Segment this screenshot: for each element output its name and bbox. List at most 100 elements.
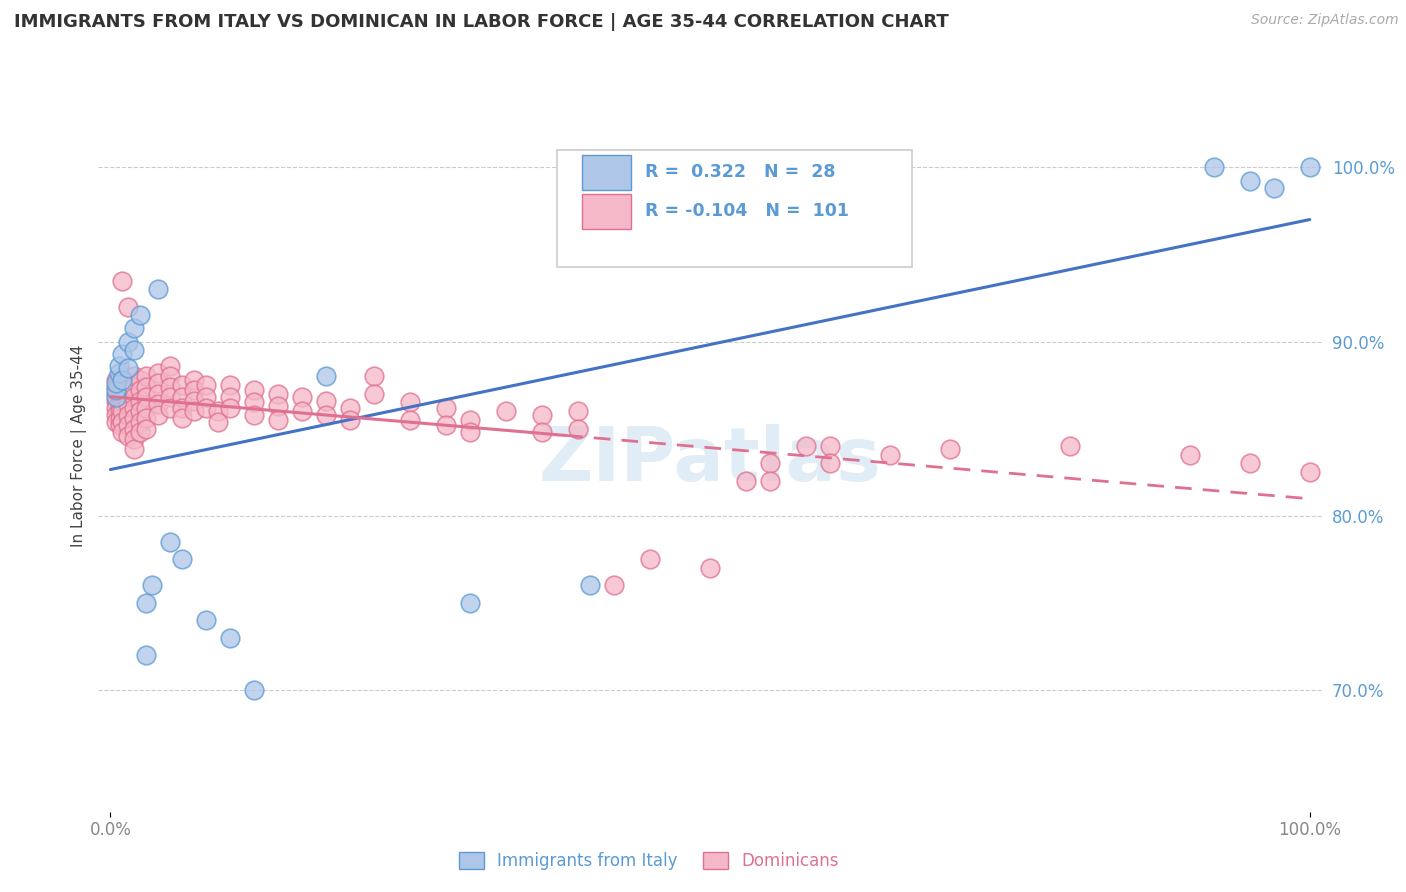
- Point: [207, 404, 229, 418]
- Point: [195, 378, 218, 392]
- Point: [129, 373, 152, 387]
- Point: [879, 448, 901, 462]
- Point: [363, 386, 385, 401]
- Legend: Immigrants from Italy, Dominicans: Immigrants from Italy, Dominicans: [453, 845, 845, 877]
- Point: [794, 439, 817, 453]
- Point: [124, 411, 146, 425]
- Point: [111, 274, 134, 288]
- Point: [117, 408, 139, 422]
- Point: [1178, 448, 1201, 462]
- FancyBboxPatch shape: [582, 155, 630, 190]
- Point: [759, 474, 782, 488]
- Point: [117, 418, 139, 433]
- Point: [108, 384, 131, 398]
- Point: [105, 373, 128, 387]
- Point: [243, 408, 266, 422]
- Point: [111, 384, 134, 398]
- Text: ZIPatlas: ZIPatlas: [538, 424, 882, 497]
- Point: [129, 404, 152, 418]
- Point: [124, 369, 146, 384]
- Point: [1298, 465, 1320, 479]
- Point: [111, 404, 134, 418]
- Point: [124, 442, 146, 457]
- Point: [172, 401, 194, 415]
- Point: [219, 631, 242, 645]
- Point: [117, 334, 139, 349]
- Point: [135, 369, 157, 384]
- Point: [1239, 457, 1261, 471]
- Point: [135, 411, 157, 425]
- Point: [172, 552, 194, 566]
- Point: [124, 401, 146, 415]
- Point: [638, 552, 661, 566]
- Point: [105, 386, 128, 401]
- Point: [315, 408, 337, 422]
- Point: [108, 411, 131, 425]
- Point: [1239, 174, 1261, 188]
- Point: [105, 408, 128, 422]
- Point: [172, 390, 194, 404]
- Point: [135, 380, 157, 394]
- Point: [399, 413, 422, 427]
- Point: [759, 457, 782, 471]
- Point: [339, 401, 361, 415]
- Y-axis label: In Labor Force | Age 35-44: In Labor Force | Age 35-44: [72, 345, 87, 547]
- Point: [458, 425, 481, 439]
- Point: [183, 393, 205, 408]
- Point: [111, 415, 134, 429]
- Point: [148, 397, 170, 411]
- Point: [434, 418, 457, 433]
- Point: [135, 421, 157, 435]
- Point: [159, 534, 181, 549]
- Point: [243, 395, 266, 409]
- Text: R = -0.104   N =  101: R = -0.104 N = 101: [645, 202, 849, 220]
- Point: [735, 474, 758, 488]
- Point: [141, 578, 163, 592]
- Point: [267, 413, 290, 427]
- Point: [183, 384, 205, 398]
- Point: [531, 408, 554, 422]
- Point: [195, 401, 218, 415]
- Point: [315, 369, 337, 384]
- Point: [219, 401, 242, 415]
- Point: [129, 309, 152, 323]
- Point: [148, 282, 170, 296]
- Point: [243, 682, 266, 697]
- Point: [172, 378, 194, 392]
- Point: [1059, 439, 1081, 453]
- Point: [148, 386, 170, 401]
- Point: [117, 360, 139, 375]
- Point: [531, 425, 554, 439]
- Point: [108, 418, 131, 433]
- Point: [105, 401, 128, 415]
- Point: [267, 386, 290, 401]
- Point: [111, 373, 134, 387]
- Point: [111, 425, 134, 439]
- Point: [117, 376, 139, 391]
- Point: [117, 386, 139, 401]
- Point: [124, 421, 146, 435]
- Point: [267, 399, 290, 413]
- Point: [135, 401, 157, 415]
- Point: [148, 376, 170, 391]
- Point: [363, 369, 385, 384]
- Point: [108, 359, 129, 373]
- Point: [105, 393, 128, 408]
- Point: [105, 384, 128, 398]
- Point: [129, 384, 152, 398]
- Point: [434, 401, 457, 415]
- Point: [124, 320, 146, 334]
- Point: [129, 393, 152, 408]
- Point: [291, 404, 314, 418]
- Point: [148, 366, 170, 380]
- Point: [567, 421, 589, 435]
- Point: [124, 432, 146, 446]
- Point: [567, 404, 589, 418]
- Point: [105, 415, 128, 429]
- Point: [939, 442, 962, 457]
- Text: IMMIGRANTS FROM ITALY VS DOMINICAN IN LABOR FORCE | AGE 35-44 CORRELATION CHART: IMMIGRANTS FROM ITALY VS DOMINICAN IN LA…: [14, 13, 949, 31]
- Point: [159, 390, 181, 404]
- Point: [159, 369, 181, 384]
- Point: [1263, 181, 1285, 195]
- Point: [603, 578, 626, 592]
